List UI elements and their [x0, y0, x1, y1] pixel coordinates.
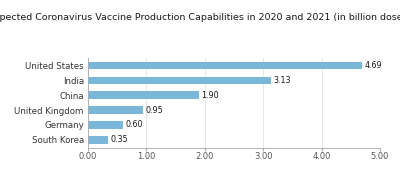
Bar: [88, 76, 271, 84]
Text: Expected Coronavirus Vaccine Production Capabilities in 2020 and 2021 (in billio: Expected Coronavirus Vaccine Production …: [0, 13, 400, 22]
Bar: [88, 62, 362, 69]
Bar: [88, 106, 144, 114]
Bar: [88, 136, 108, 143]
Text: 1.90: 1.90: [201, 91, 219, 100]
Text: 0.60: 0.60: [125, 120, 143, 129]
Text: 4.69: 4.69: [364, 61, 382, 70]
Bar: [88, 91, 199, 99]
Text: 0.95: 0.95: [146, 105, 164, 114]
Text: 0.35: 0.35: [111, 135, 128, 144]
Bar: [88, 121, 123, 129]
Text: 3.13: 3.13: [273, 76, 291, 85]
